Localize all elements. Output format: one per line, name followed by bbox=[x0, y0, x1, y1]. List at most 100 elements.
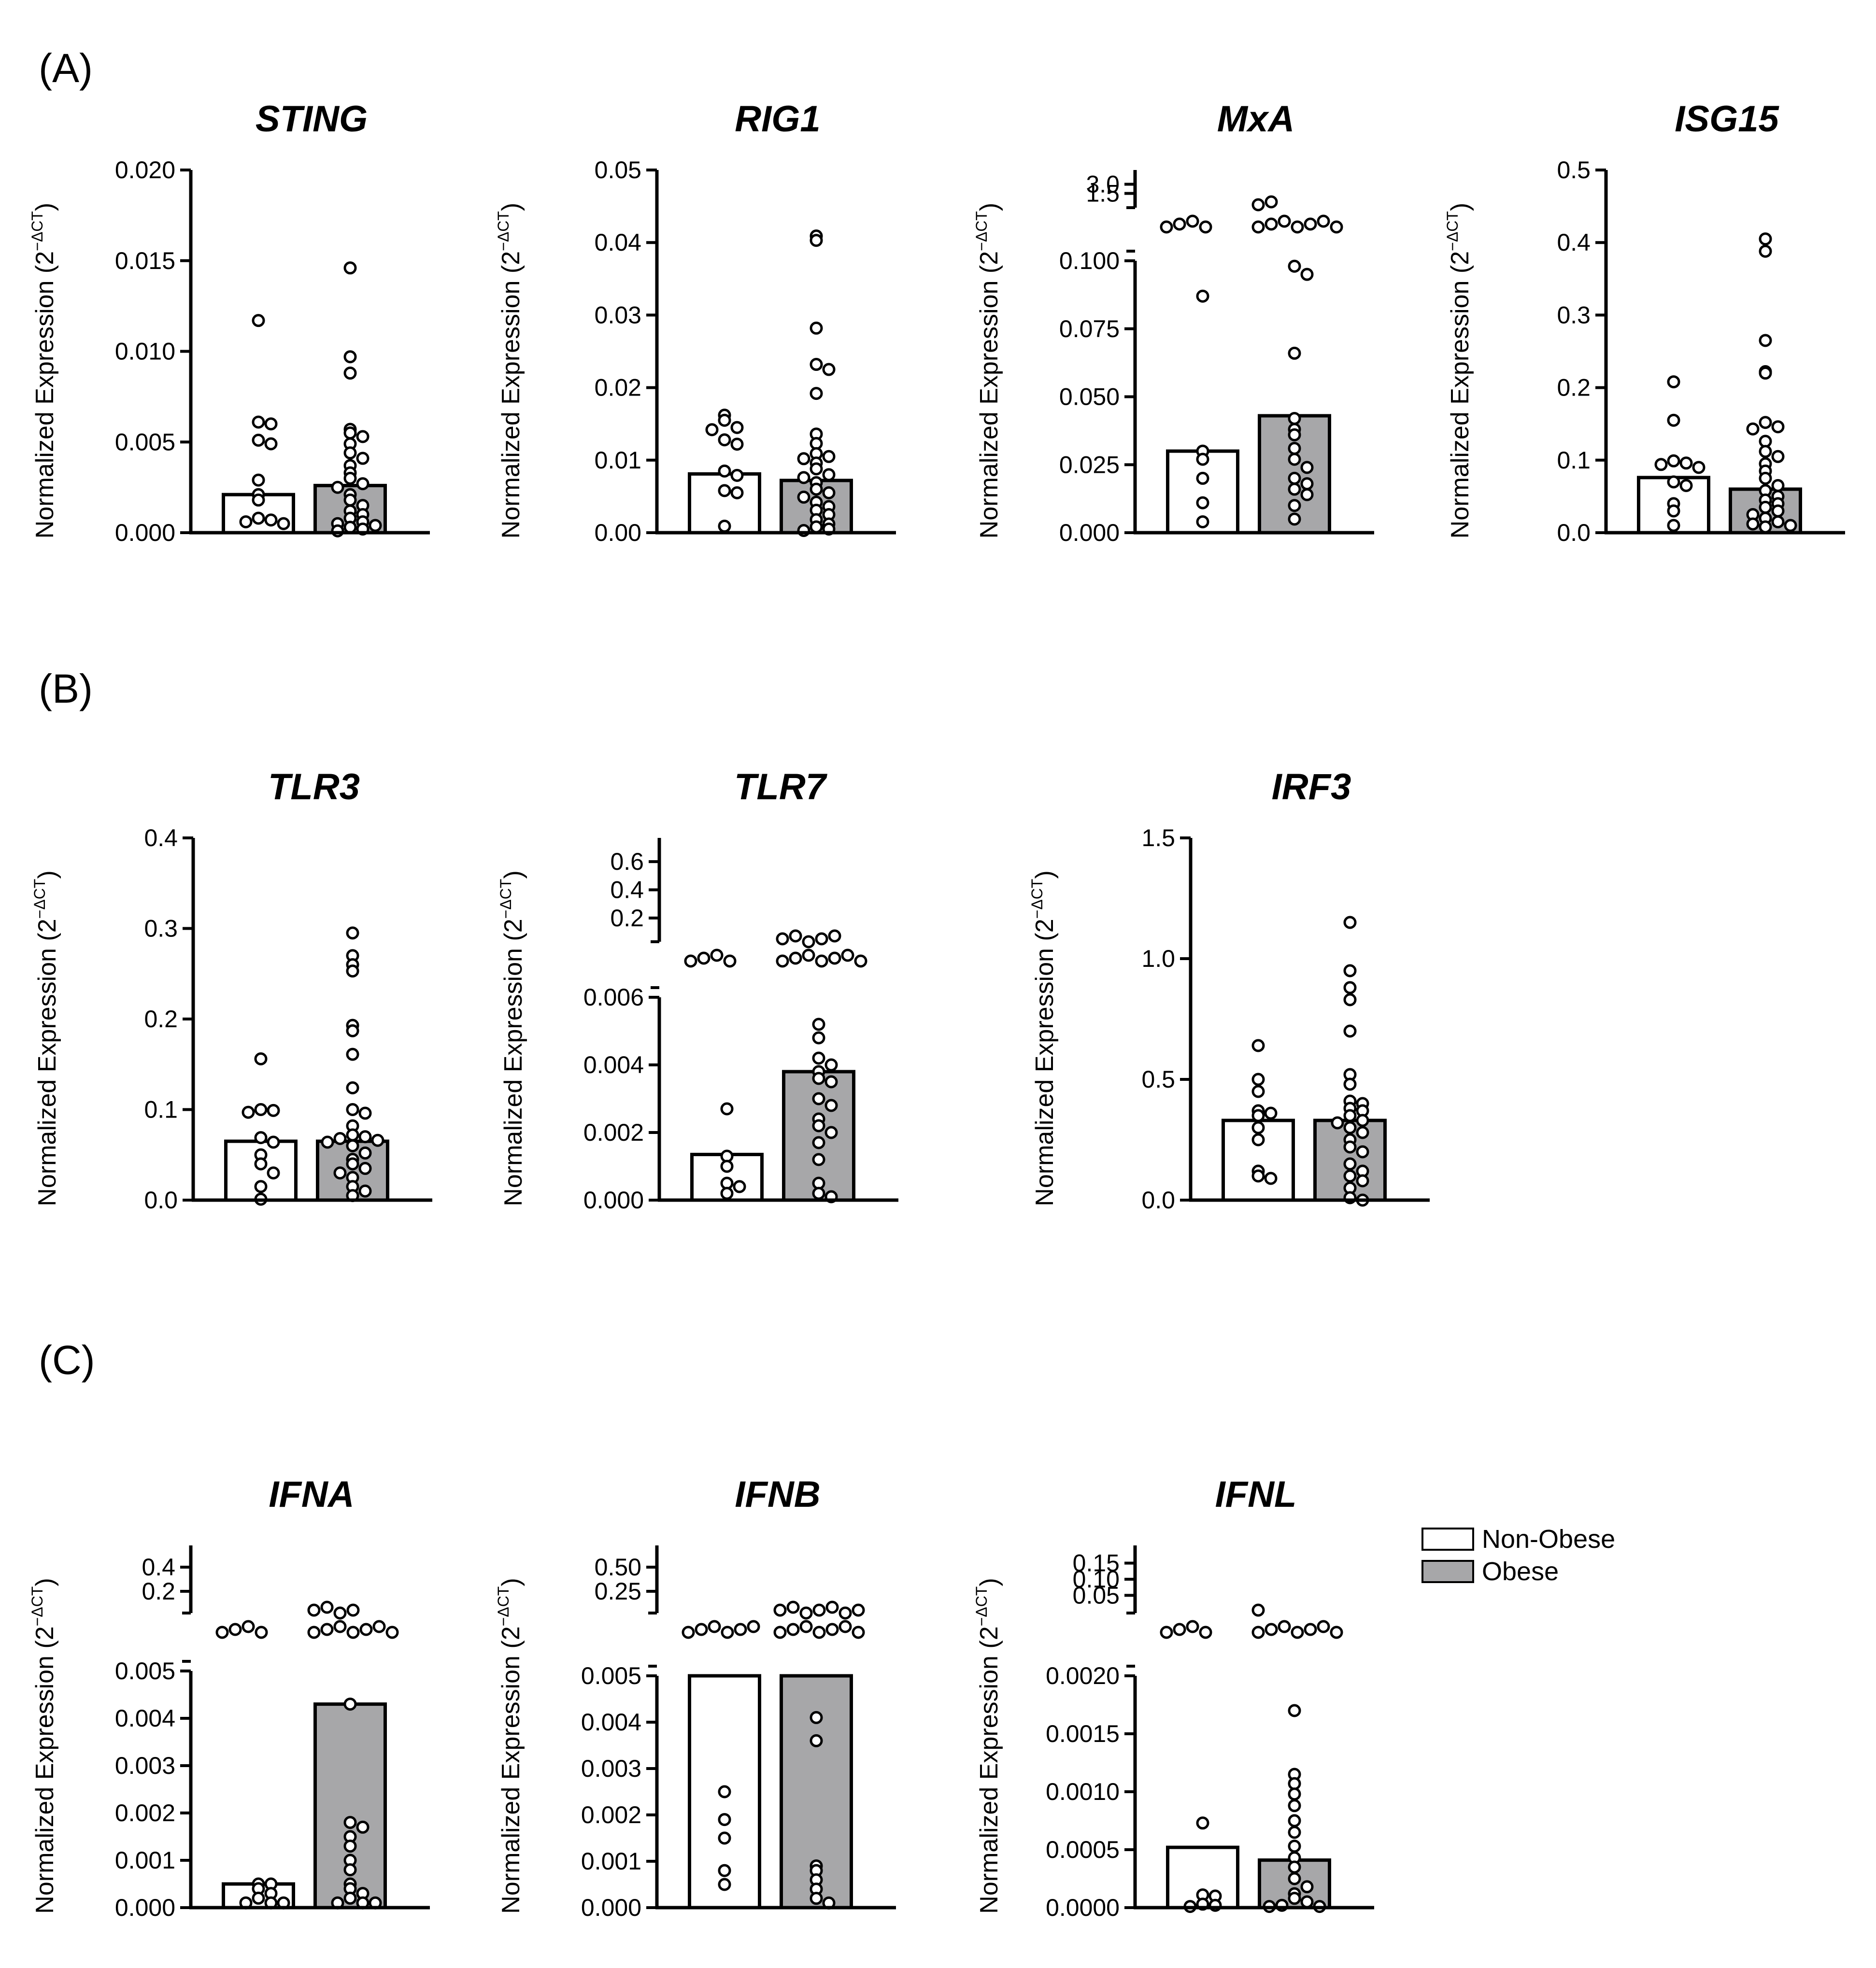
point-sting-non-obese-1 bbox=[252, 415, 265, 429]
point-ifnb-obese-1 bbox=[810, 1734, 823, 1747]
point-mxa-obese-2 bbox=[1288, 346, 1301, 360]
point-isg15-non-obese-3 bbox=[1679, 456, 1693, 470]
point-isg15-obese-20 bbox=[1771, 504, 1785, 518]
point-upper-tlr7-non-obese-1 bbox=[697, 951, 711, 965]
point-isg15-obese-23 bbox=[1771, 515, 1785, 528]
point-ifnb-non-obese-3 bbox=[718, 1864, 731, 1877]
y-tick-label-tlr7-0: 0.000 bbox=[583, 1187, 644, 1214]
point-upper-ifnl-non-obese-1 bbox=[1173, 1623, 1186, 1636]
point-sting-obese-23 bbox=[343, 521, 357, 534]
point-tlr3-non-obese-8 bbox=[267, 1166, 280, 1180]
point-mxa-obese-12 bbox=[1300, 488, 1314, 501]
point-upper-ifna-obese-8 bbox=[320, 1600, 334, 1614]
point-isg15-obese-13 bbox=[1759, 471, 1772, 485]
point-tlr7-non-obese-0 bbox=[720, 1102, 734, 1116]
y-tick-label-ifnb-0: 0.000 bbox=[581, 1894, 641, 1921]
point-ifnl-obese-11 bbox=[1300, 1880, 1314, 1894]
point-tlr3-obese-21 bbox=[333, 1166, 347, 1180]
point-rig1-non-obese-8 bbox=[718, 484, 731, 497]
panel-label-c: (C) bbox=[39, 1337, 95, 1383]
y-tick-label-tlr3-3: 0.3 bbox=[144, 915, 178, 942]
y-tick-label-ifnb-5: 0.005 bbox=[581, 1662, 641, 1689]
point-upper-ifnl-obese-3 bbox=[1291, 1626, 1304, 1639]
point-sting-obese-8 bbox=[356, 452, 370, 465]
point-irf3-non-obese-7 bbox=[1251, 1133, 1265, 1147]
panel-label-a: (A) bbox=[39, 45, 93, 91]
point-sting-obese-0 bbox=[343, 261, 357, 275]
y-tick-label-isg15-3: 0.3 bbox=[1557, 301, 1591, 328]
y-tick-label-tlr3-2: 0.2 bbox=[144, 1005, 178, 1033]
point-mxa-obese-3 bbox=[1288, 412, 1301, 425]
point-irf3-obese-4 bbox=[1343, 1024, 1357, 1038]
point-upper-ifnl-non-obese-0 bbox=[1160, 1626, 1173, 1639]
point-irf3-non-obese-5 bbox=[1251, 1109, 1265, 1122]
chart-mxa: MxA Normalized Expression (2−ΔCT) 0.000 0.0… bbox=[973, 99, 1374, 546]
point-mxa-obese-14 bbox=[1288, 512, 1301, 526]
point-upper-ifnb-obese-2 bbox=[799, 1620, 813, 1633]
point-upper-ifnb-obese-13 bbox=[852, 1603, 865, 1617]
panel-label-b: (B) bbox=[39, 666, 93, 711]
chart-title-tlr7: TLR7 bbox=[734, 766, 828, 807]
point-isg15-obese-19 bbox=[1759, 500, 1772, 514]
point-ifnl-obese-14 bbox=[1300, 1895, 1314, 1909]
point-sting-non-obese-4 bbox=[264, 437, 278, 451]
point-upper-ifnb-obese-9 bbox=[799, 1606, 813, 1620]
point-irf3-obese-13 bbox=[1331, 1116, 1344, 1130]
point-rig1-non-obese-9 bbox=[730, 486, 744, 499]
point-ifna-obese-6 bbox=[343, 1863, 357, 1877]
point-isg15-obese-24 bbox=[1746, 517, 1760, 531]
point-rig1-obese-17 bbox=[822, 486, 836, 499]
y-tick-label-ifnl-0: 0.0000 bbox=[1046, 1894, 1120, 1921]
point-rig1-non-obese-3 bbox=[705, 423, 719, 437]
point-rig1-obese-10 bbox=[797, 452, 810, 466]
y-axis-label-rig1: Normalized Expression (2−ΔCT) bbox=[495, 203, 525, 538]
point-upper-ifnb-obese-8 bbox=[786, 1600, 800, 1614]
point-tlr7-obese-1 bbox=[812, 1031, 825, 1045]
point-upper-ifnb-non-obese-0 bbox=[682, 1626, 695, 1639]
chart-sting: STING Normalized Expression (2−ΔCT) 0.000 0… bbox=[28, 99, 430, 546]
point-sting-obese-13 bbox=[331, 481, 344, 494]
point-upper-ifna-obese-4 bbox=[359, 1623, 373, 1636]
point-upper-ifnl-obese-6 bbox=[1330, 1626, 1343, 1639]
point-sting-obese-15 bbox=[343, 493, 357, 507]
point-isg15-obese-4 bbox=[1759, 367, 1772, 380]
y-tick-label-tlr3-0: 0.0 bbox=[144, 1187, 178, 1214]
point-rig1-obese-9 bbox=[822, 450, 836, 463]
y-upper-tick-label-tlr7-1: 0.4 bbox=[610, 877, 644, 904]
point-ifna-obese-2 bbox=[356, 1820, 370, 1834]
point-ifna-obese-1 bbox=[343, 1816, 357, 1829]
point-upper-tlr7-obese-11 bbox=[828, 929, 841, 943]
point-sting-non-obese-11 bbox=[277, 517, 290, 530]
point-tlr3-obese-7 bbox=[346, 1081, 359, 1094]
point-tlr7-obese-11 bbox=[824, 1126, 838, 1139]
chart-irf3: IRF3 Normalized Expression (2−ΔCT) 0.0 0.5 1… bbox=[1028, 766, 1430, 1214]
point-rig1-non-obese-5 bbox=[730, 438, 744, 451]
point-sting-obese-1 bbox=[343, 350, 357, 364]
point-upper-ifnb-non-obese-1 bbox=[695, 1623, 708, 1636]
point-irf3-non-obese-6 bbox=[1251, 1121, 1265, 1134]
point-tlr3-obese-16 bbox=[346, 1139, 359, 1152]
chart-ifnl: IFNL Normalized Expression (2−ΔCT) 0.0000 0… bbox=[973, 1474, 1374, 1921]
legend-swatch-obese bbox=[1421, 1560, 1474, 1583]
y-tick-label-tlr7-3: 0.006 bbox=[583, 984, 644, 1011]
point-isg15-non-obese-2 bbox=[1667, 454, 1680, 467]
y-tick-label-ifna-0: 0.000 bbox=[115, 1894, 175, 1921]
point-tlr3-obese-17 bbox=[358, 1147, 372, 1160]
point-rig1-obese-16 bbox=[810, 482, 823, 496]
y-tick-label-rig1-4: 0.04 bbox=[595, 229, 641, 256]
point-mxa-obese-9 bbox=[1288, 471, 1301, 485]
point-sting-non-obese-9 bbox=[264, 513, 278, 527]
point-tlr3-obese-0 bbox=[346, 926, 359, 940]
point-isg15-obese-25 bbox=[1784, 519, 1797, 532]
chart-title-ifnl: IFNL bbox=[1215, 1474, 1297, 1515]
point-upper-ifnl-obese-0 bbox=[1251, 1626, 1265, 1639]
point-mxa-obese-13 bbox=[1288, 499, 1301, 512]
y-upper-tick-label-ifna-1: 0.4 bbox=[142, 1554, 175, 1581]
point-upper-tlr7-obese-10 bbox=[815, 932, 828, 946]
y-tick-label-mxa-3: 0.075 bbox=[1059, 315, 1120, 342]
y-tick-label-ifnb-4: 0.004 bbox=[581, 1709, 641, 1736]
point-irf3-obese-15 bbox=[1356, 1126, 1369, 1139]
point-ifnl-obese-13 bbox=[1288, 1892, 1301, 1905]
